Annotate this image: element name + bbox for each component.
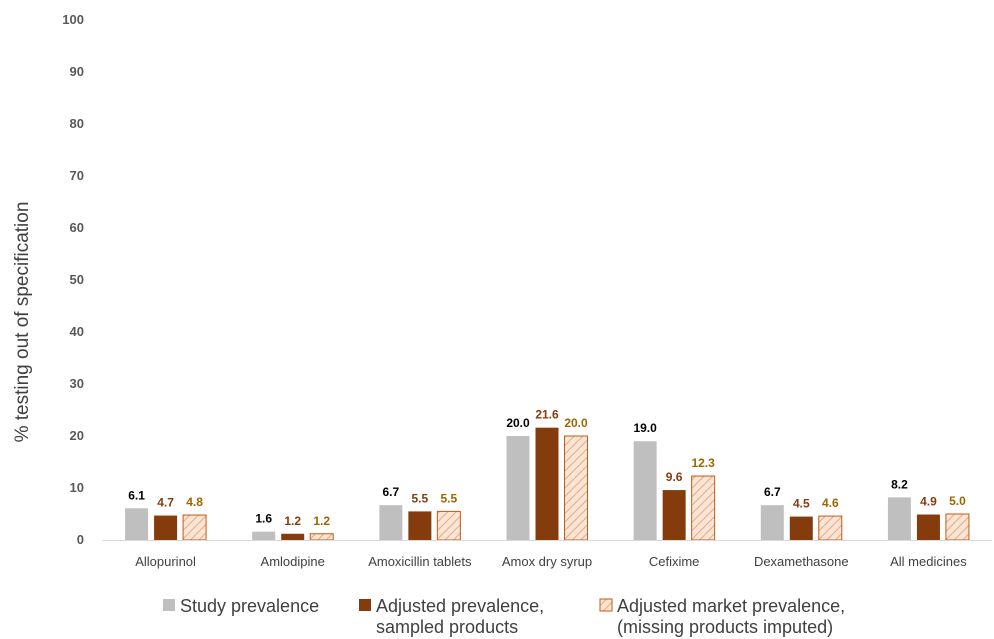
data-labels: 6.1 4.7 4.8 1.6 1.2 1.2 6.7 5.5 5.5 20.0 21.6 20.0 1…	[128, 408, 966, 528]
data-label: 9.6	[666, 470, 683, 484]
data-label: 4.5	[793, 497, 810, 511]
y-tick-label: 20	[70, 428, 84, 443]
data-label: 1.2	[313, 514, 330, 528]
legend-label: Adjusted prevalence,	[376, 596, 544, 616]
bar-2	[535, 427, 559, 540]
legend-label: Study prevalence	[180, 596, 319, 616]
y-tick-label: 70	[70, 168, 84, 183]
bar-3	[309, 533, 334, 541]
bar-3	[818, 515, 843, 541]
category-label: Amlodipine	[261, 554, 325, 569]
category-label: Amoxicillin tablets	[368, 554, 472, 569]
category-label: Cefixime	[649, 554, 700, 569]
data-label: 1.6	[255, 512, 272, 526]
bar-2	[154, 515, 178, 540]
y-tick-label: 30	[70, 376, 84, 391]
category-label: All medicines	[890, 554, 967, 569]
bar-1	[125, 508, 149, 540]
y-tick-label: 50	[70, 272, 84, 287]
bar-1	[252, 531, 276, 540]
data-label: 4.6	[822, 496, 839, 510]
y-tick-label: 60	[70, 220, 84, 235]
data-label: 6.7	[764, 485, 781, 499]
legend-label: (missing products imputed)	[617, 617, 833, 637]
y-tick-label: 80	[70, 116, 84, 131]
bar-2	[789, 516, 813, 540]
legend: Study prevalence Adjusted prevalence,samp…	[163, 596, 845, 637]
data-label: 4.7	[157, 496, 174, 510]
data-label: 4.8	[186, 495, 203, 509]
data-label: 20.0	[564, 416, 588, 430]
data-label: 21.6	[535, 408, 559, 422]
legend-swatch	[163, 599, 175, 611]
category-label: Dexamethasone	[754, 554, 849, 569]
category-label: Amox dry syrup	[502, 554, 592, 569]
category-labels: Allopurinol Amlodipine Amoxicillin tablets…	[135, 554, 967, 569]
data-label: 5.5	[441, 491, 458, 505]
y-axis-label: % testing out of specification	[12, 202, 33, 443]
bar-2	[281, 533, 305, 540]
bars	[125, 427, 970, 541]
bar-3	[945, 513, 970, 541]
data-label: 8.2	[891, 477, 908, 491]
y-tick-label: 0	[77, 532, 84, 547]
bar-1	[760, 505, 784, 540]
bar-2	[662, 490, 686, 540]
bar-1	[506, 436, 530, 540]
data-label: 1.2	[284, 514, 301, 528]
bar-3	[691, 475, 716, 541]
data-label: 5.0	[949, 494, 966, 508]
bar-1	[633, 441, 657, 540]
legend-swatch	[599, 598, 613, 612]
data-label: 5.5	[412, 491, 429, 505]
legend-swatch	[359, 599, 371, 611]
category-label: Allopurinol	[135, 554, 196, 569]
data-label: 4.9	[920, 495, 937, 509]
data-label: 20.0	[506, 416, 530, 430]
data-label: 6.1	[128, 488, 145, 502]
bar-1	[887, 497, 911, 540]
y-tick-label: 10	[70, 480, 84, 495]
y-tick-label: 40	[70, 324, 84, 339]
data-label: 12.3	[691, 456, 715, 470]
y-axis-ticks: 0 10 20 30 40 50 60 70 80 90 100	[62, 12, 84, 547]
y-tick-label: 90	[70, 64, 84, 79]
legend-label: sampled products	[376, 617, 518, 637]
data-label: 6.7	[383, 485, 400, 499]
bar-1	[379, 505, 403, 540]
bar-3	[564, 435, 588, 541]
y-tick-label: 100	[62, 12, 84, 27]
bar-2	[916, 514, 940, 540]
legend-label: Adjusted market prevalence,	[617, 596, 845, 616]
bar-2	[408, 511, 432, 540]
data-label: 19.0	[633, 421, 657, 435]
bar-3	[182, 514, 207, 541]
bar-3	[436, 510, 461, 541]
